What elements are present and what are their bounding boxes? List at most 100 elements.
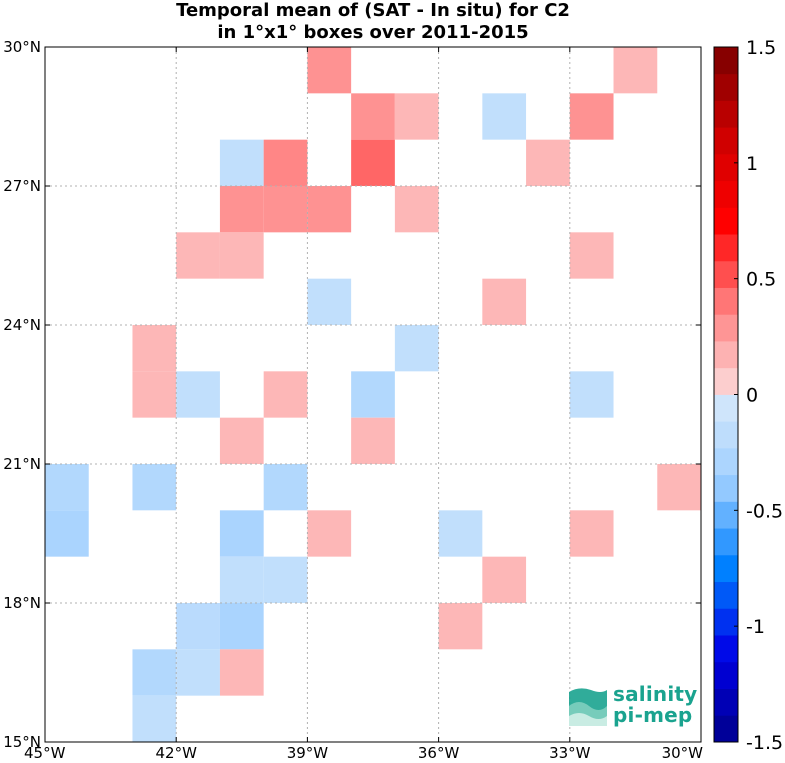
- heatmap-cell: [569, 510, 614, 557]
- colorbar-segment: [714, 47, 738, 75]
- heatmap-cell: [219, 603, 264, 650]
- y-tick-label: 15°N: [3, 733, 41, 751]
- colorbar: 1.5 1 0.5 0 -0.5 -1 -1.5: [713, 37, 783, 754]
- heatmap-cell: [394, 325, 439, 372]
- colorbar-segment: [714, 581, 738, 609]
- heatmap-cell: [569, 232, 614, 279]
- colorbar-tick-label: 1.5: [746, 37, 776, 59]
- colorbar-segment: [714, 447, 738, 476]
- colorbar-segment: [714, 474, 738, 502]
- heatmap-cell: [438, 603, 483, 650]
- heatmap-cell: [307, 47, 352, 94]
- heatmap-cell: [176, 232, 220, 279]
- x-tick-label: 42°W: [155, 744, 197, 762]
- heatmap-cell: [176, 371, 220, 418]
- grid-lines: [45, 47, 701, 742]
- heatmap-cell: [45, 510, 89, 557]
- colorbar-segment: [714, 100, 738, 128]
- heatmap-cell: [351, 371, 395, 418]
- chart-title: Temporal mean of (SAT - In situ) for C2 …: [45, 0, 701, 44]
- colorbar-segment: [714, 234, 738, 262]
- colorbar-segment: [714, 635, 738, 663]
- heatmap-cell: [569, 371, 614, 418]
- heatmap-cell: [45, 464, 89, 511]
- y-tick-label: 30°N: [3, 38, 41, 56]
- x-tick-label: 36°W: [418, 744, 460, 762]
- x-tick-label: 30°W: [662, 744, 704, 762]
- heatmap-cell: [307, 186, 352, 233]
- y-tick-label: 24°N: [3, 316, 41, 334]
- heatmap-cell: [219, 556, 264, 603]
- heatmap-cell: [394, 186, 439, 233]
- colorbar-segment: [714, 127, 738, 155]
- colorbar-segment: [714, 661, 738, 689]
- heatmap-cells: [45, 47, 701, 742]
- colorbar-segment: [714, 341, 738, 369]
- colorbar-segment: [714, 421, 738, 449]
- heatmap-cell: [394, 93, 439, 140]
- heatmap-cell: [219, 417, 264, 464]
- heatmap-cell: [482, 556, 527, 603]
- heatmap-cell: [526, 139, 570, 186]
- colorbar-tick-label: 1: [746, 153, 758, 175]
- axis-ticks: 45°W 42°W 39°W 36°W 33°W 30°W 30°N 27°N 24°N 21°N…: [3, 38, 703, 762]
- logo-text-line-1: salinity: [613, 682, 698, 706]
- salinity-pi-mep-logo: salinity pi-mep: [565, 682, 698, 730]
- colorbar-segment: [714, 207, 738, 235]
- colorbar-tick-label: -1.5: [746, 732, 783, 754]
- heatmap-cell: [219, 510, 264, 557]
- heatmap-cell: [132, 325, 177, 372]
- colorbar-segment: [714, 501, 738, 529]
- colorbar-segment: [714, 715, 738, 743]
- colorbar-segment: [714, 528, 738, 556]
- colorbar-tick-label: -1: [746, 616, 765, 638]
- heatmap-cell: [176, 603, 220, 650]
- heatmap-cell: [482, 278, 527, 325]
- heatmap-cell: [307, 510, 352, 557]
- colorbar-tick-label: -0.5: [746, 500, 783, 522]
- heatmap-cell: [132, 695, 177, 742]
- heatmap-cell: [351, 417, 395, 464]
- heatmap-cell: [176, 649, 220, 696]
- heatmap-cell: [613, 47, 658, 94]
- chart-title-line-1: Temporal mean of (SAT - In situ) for C2: [176, 0, 570, 21]
- heatmap-cell: [569, 93, 614, 140]
- heatmap-cell: [263, 464, 308, 511]
- heatmap-cell: [219, 186, 264, 233]
- heatmap-cell: [263, 139, 308, 186]
- heatmap-cell: [438, 510, 483, 557]
- heatmap-cell: [219, 232, 264, 279]
- heatmap-cell: [219, 139, 264, 186]
- heatmap-cell: [263, 371, 308, 418]
- colorbar-segment: [714, 287, 738, 315]
- heatmap-cell: [132, 371, 177, 418]
- y-tick-label: 27°N: [3, 177, 41, 195]
- colorbar-segment: [714, 180, 738, 208]
- colorbar-segment: [714, 260, 738, 288]
- y-tick-label: 18°N: [3, 594, 41, 612]
- y-tick-label: 21°N: [3, 455, 41, 473]
- x-tick-label: 39°W: [287, 744, 329, 762]
- heatmap-cell: [132, 464, 177, 511]
- heatmap-cell: [263, 186, 308, 233]
- x-tick-label: 45°W: [24, 744, 66, 762]
- heatmap-cell: [351, 93, 395, 140]
- colorbar-segment: [714, 153, 738, 182]
- colorbar-segment: [714, 608, 738, 636]
- logo-text-line-2: pi-mep: [613, 703, 693, 727]
- plot-frame: [44, 46, 702, 743]
- colorbar-segment: [714, 73, 738, 101]
- colorbar-segment: [714, 554, 738, 583]
- heatmap-cell: [132, 649, 177, 696]
- heatmap-cell: [263, 556, 308, 603]
- colorbar-tick-label: 0.5: [746, 269, 776, 291]
- x-tick-label: 33°W: [549, 744, 591, 762]
- colorbar-segment: [714, 314, 738, 342]
- colorbar-segment: [714, 688, 738, 716]
- heatmap-cell: [482, 93, 527, 140]
- colorbar-segment: [714, 394, 738, 422]
- chart-title-line-2: in 1°x1° boxes over 2011-2015: [217, 22, 529, 43]
- colorbar-segment: [714, 367, 738, 395]
- colorbar-tick-label: 0: [746, 385, 758, 407]
- logo-wave-icon: [569, 688, 607, 726]
